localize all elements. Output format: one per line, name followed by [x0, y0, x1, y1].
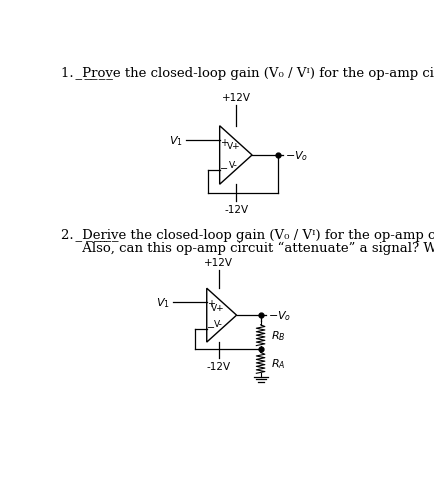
Text: $-V_o$: $-V_o$ [284, 149, 307, 163]
Text: +12V: +12V [221, 92, 250, 103]
Text: $R_A$: $R_A$ [270, 356, 285, 370]
Text: V-: V- [228, 161, 237, 170]
Text: -12V: -12V [206, 361, 230, 371]
Text: V+: V+ [226, 142, 240, 151]
Text: 1.  ̲P̲r̲o̲v̲e the closed-loop gain (V₀ / Vᴵ) for the op-amp circuit below equal: 1. ̲P̲r̲o̲v̲e the closed-loop gain (V₀ /… [60, 67, 434, 80]
Text: Also, can this op-amp circuit “attenuate” a signal? Why or why not?: Also, can this op-amp circuit “attenuate… [60, 242, 434, 255]
Text: +: + [207, 299, 215, 308]
Text: $-V_o$: $-V_o$ [267, 309, 290, 322]
Text: $V_1$: $V_1$ [168, 134, 182, 148]
Text: V+: V+ [210, 303, 224, 312]
Text: -12V: -12V [224, 205, 248, 215]
Text: +: + [220, 137, 228, 148]
Text: $V_1$: $V_1$ [155, 295, 169, 309]
Text: V-: V- [213, 319, 222, 329]
Text: $R_B$: $R_B$ [270, 329, 285, 342]
Text: −: − [220, 164, 228, 174]
Text: 2.  ̲D̲e̲r̲i̲v̲e the closed-loop gain (V₀ / Vᴵ) for the op-amp circuit below.: 2. ̲D̲e̲r̲i̲v̲e the closed-loop gain (V₀… [60, 228, 434, 242]
Text: +12V: +12V [204, 257, 233, 267]
Text: −: − [207, 323, 215, 333]
